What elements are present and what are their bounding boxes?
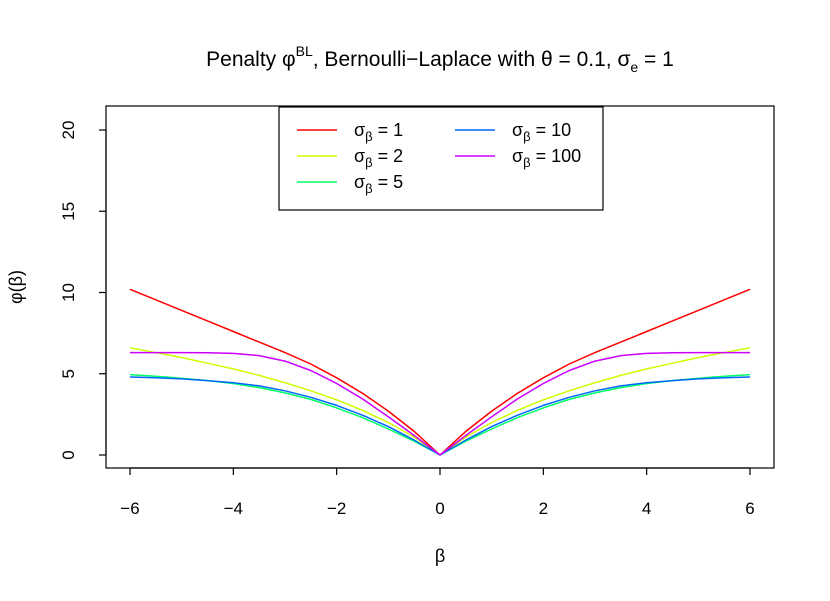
legend-label-symbol: σ (354, 172, 365, 192)
series-line-0 (129, 288, 751, 456)
series-line-2 (129, 373, 751, 456)
legend-label-subscript: β (365, 155, 372, 170)
x-tick-label: 6 (745, 499, 754, 518)
legend-label-symbol: σ (354, 120, 365, 140)
legend-label-subscript: β (365, 181, 372, 196)
x-axis-label: β (435, 546, 445, 566)
y-tick-label: 10 (59, 283, 78, 302)
legend-label-1: σβ = 2 (354, 146, 403, 170)
x-tick-label: 2 (539, 499, 548, 518)
y-tick-label: 0 (59, 450, 78, 459)
legend-label-0: σβ = 1 (354, 120, 403, 144)
legend-label-2: σβ = 5 (354, 172, 403, 196)
series-line-4 (130, 351, 750, 456)
series-line-1 (129, 347, 751, 456)
x-axis: −6 −4 −2 0 2 4 6 (120, 467, 755, 518)
legend-label-symbol: σ (512, 146, 523, 166)
legend-label-value: = 1 (373, 120, 404, 140)
chart-title-superscript: BL (296, 43, 313, 59)
chart-title-rest: , Bernoulli−Laplace with θ = 0.1, σ (313, 48, 631, 71)
legend-label-value: = 2 (373, 146, 404, 166)
y-tick-label: 5 (59, 369, 78, 378)
x-tick-label: 4 (642, 499, 651, 518)
legend-label-value: = 100 (531, 146, 582, 166)
x-tick-label: −2 (327, 499, 346, 518)
legend-label-subscript: β (365, 129, 372, 144)
x-tick-label: −4 (224, 499, 243, 518)
series-layer (129, 288, 751, 456)
chart-title-prefix: Penalty φ (206, 48, 296, 71)
y-axis: 0 5 10 15 20 (59, 121, 107, 460)
legend-label-symbol: σ (512, 120, 523, 140)
chart-title-suffix: = 1 (638, 48, 674, 71)
y-tick-label: 20 (59, 121, 78, 140)
legend-label-symbol: σ (354, 146, 365, 166)
legend-label-4: σβ = 100 (512, 146, 581, 170)
y-tick-label: 15 (59, 202, 78, 221)
legend-box (278, 106, 604, 211)
chart-title: Penalty φBL, Bernoulli−Laplace with θ = … (206, 43, 674, 75)
legend-label-value: = 5 (373, 172, 404, 192)
legend-label-subscript: β (523, 155, 530, 170)
x-tick-label: −6 (120, 499, 139, 518)
y-axis-label: φ(β) (6, 270, 26, 304)
legend-label-subscript: β (523, 129, 530, 144)
x-tick-label: 0 (435, 499, 444, 518)
chart-title-subscript: e (630, 59, 638, 75)
legend-label-3: σβ = 10 (512, 120, 571, 144)
legend-label-value: = 10 (531, 120, 572, 140)
series-line-3 (129, 376, 751, 456)
